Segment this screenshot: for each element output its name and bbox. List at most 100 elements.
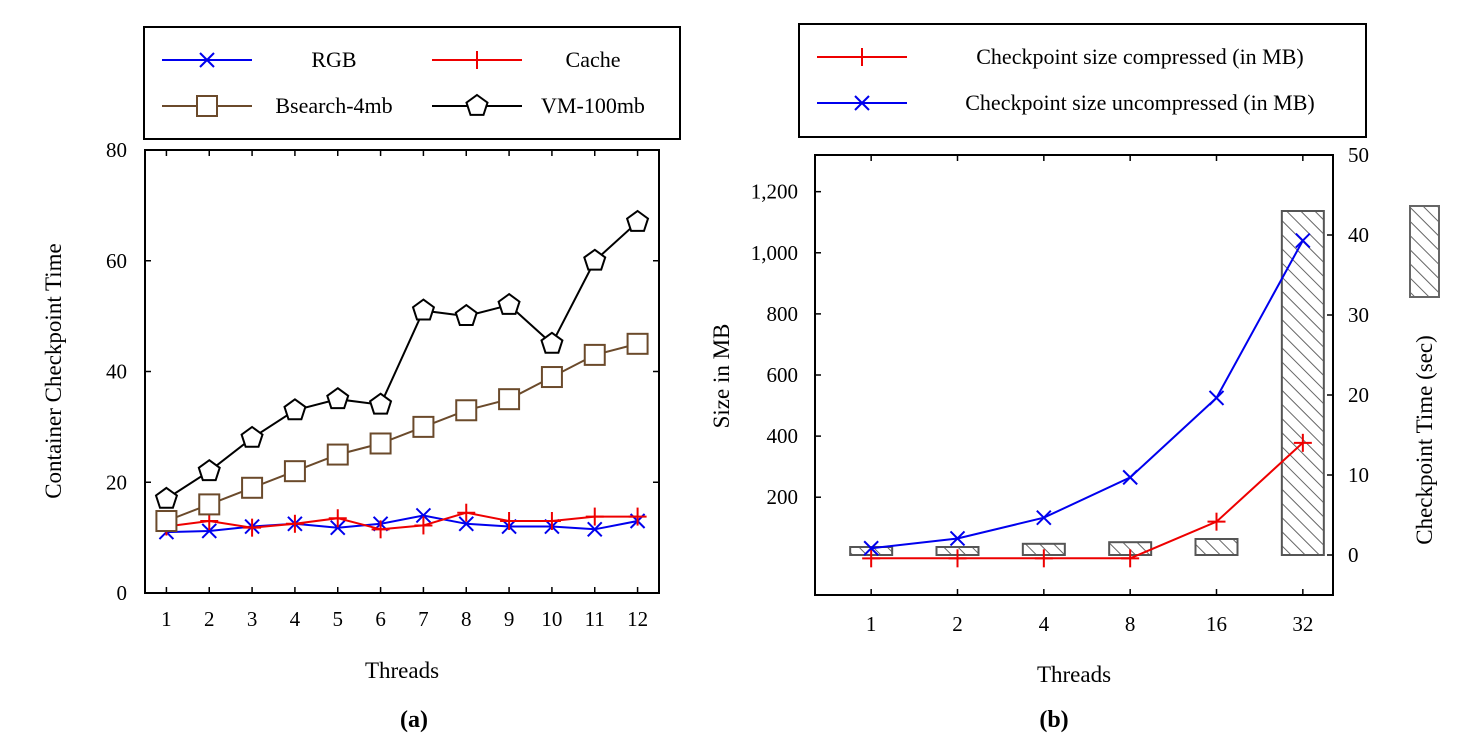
chart-b: Checkpoint size compressed (in MB) Checkp… [709,23,1440,733]
legend-label: Cache [566,47,621,72]
data-point [1034,549,1053,568]
chart-b-caption: (b) [1039,707,1068,733]
chart-a-ylabel: Container Checkpoint Time [41,243,66,499]
data-point [411,298,436,321]
x-tick-label: 2 [204,607,215,631]
data-point [201,523,217,539]
x-tick-label: 1 [866,612,877,636]
y2-tick-label: 10 [1348,463,1369,487]
data-point [241,476,264,499]
data-point [457,503,476,522]
data-point [155,510,178,533]
data-point [583,343,606,366]
series-checkpoint-size-compressed-in-mb [862,433,1312,568]
data-point [1122,469,1138,486]
x-tick-label: 10 [541,607,562,631]
x-tick-label: 5 [333,607,344,631]
series-line [871,240,1304,550]
data-point [1295,232,1311,249]
bar [1194,538,1239,556]
series-line [166,342,638,522]
y-tick-label: 20 [106,470,127,494]
y-tick-label: 800 [767,302,799,326]
series-checkpoint-size-uncompressed-in-mb [863,232,1311,556]
legend-marker [854,95,870,111]
legend-a: RGB Cache Bsearch-4mb VM-100mb [162,47,645,118]
data-point [283,460,306,483]
legend-label: Bsearch-4mb [275,93,392,118]
y-tick-label: 1,200 [751,180,798,204]
y-tick-label: 40 [106,360,127,384]
series-vm-100mb [154,209,650,509]
x-tick-label: 32 [1292,612,1313,636]
data-point [498,388,521,411]
y2-tick-label: 0 [1348,543,1359,567]
data-point [243,518,262,537]
data-point [540,366,563,389]
legend-marker [465,93,489,116]
legend-b: Checkpoint size compressed (in MB) Checkp… [817,44,1315,115]
data-point [198,493,221,516]
x-tick-label: 8 [1125,612,1136,636]
x-tick-label: 7 [418,607,429,631]
legend-entry-checkpoint-size-compressed-in-mb: Checkpoint size compressed (in MB) [817,44,1304,69]
data-point [412,415,435,438]
data-point [949,530,966,547]
bar-legend-swatch [1409,205,1440,298]
legend-entry-rgb: RGB [162,47,357,72]
plot-b-frame [814,154,1334,596]
x-tick-label: 2 [952,612,963,636]
series-b [862,232,1312,568]
data-point [1208,390,1225,406]
data-point [328,509,347,528]
data-point [1293,433,1312,452]
data-point [369,432,392,455]
data-point [326,443,349,466]
legend-label: RGB [311,47,356,72]
legend-label: VM-100mb [541,93,645,118]
legend-entry-bsearch-4mb: Bsearch-4mb [162,93,393,118]
y-tick-label: 60 [106,249,127,273]
data-point [585,507,604,526]
series-a [154,209,650,540]
data-point [862,549,881,568]
x-tick-label: 16 [1206,612,1227,636]
data-point [628,507,647,526]
x-tick-label: 8 [461,607,472,631]
data-point [415,507,432,524]
bars-b [849,210,1325,557]
ticks-b: 1 2 4 8 16 32 200 400 600 800 1,000 1,200 0 10 20 30 40 5… [751,143,1369,636]
series-line [166,514,638,534]
legend-a-box [143,26,681,140]
data-point [540,331,564,354]
legend-marker [199,52,215,68]
y2-tick-label: 30 [1348,303,1369,327]
data-point [197,458,221,482]
legend-label: Checkpoint size uncompressed (in MB) [965,90,1315,115]
data-point [330,519,346,536]
legend-entry-cache: Cache [432,47,620,72]
y-tick-label: 200 [767,485,799,509]
data-point [240,425,264,448]
series-line [165,221,639,500]
x-tick-label: 1 [161,607,172,631]
y2-tick-label: 40 [1348,223,1369,247]
x-tick-label: 9 [504,607,515,631]
x-tick-label: 12 [627,607,648,631]
legend-marker [468,51,486,69]
bar [1280,210,1325,556]
y-tick-label: 400 [767,424,799,448]
x-tick-label: 3 [247,607,258,631]
legend-entry-vm-100mb: VM-100mb [432,93,645,118]
data-point [285,514,304,533]
data-point [497,292,521,315]
data-point [154,486,179,509]
data-point [283,398,307,421]
y2-tick-label: 50 [1348,143,1369,167]
legend-marker [853,48,871,66]
legend-b-box [798,23,1367,138]
data-point [583,248,607,271]
data-point [458,516,474,532]
